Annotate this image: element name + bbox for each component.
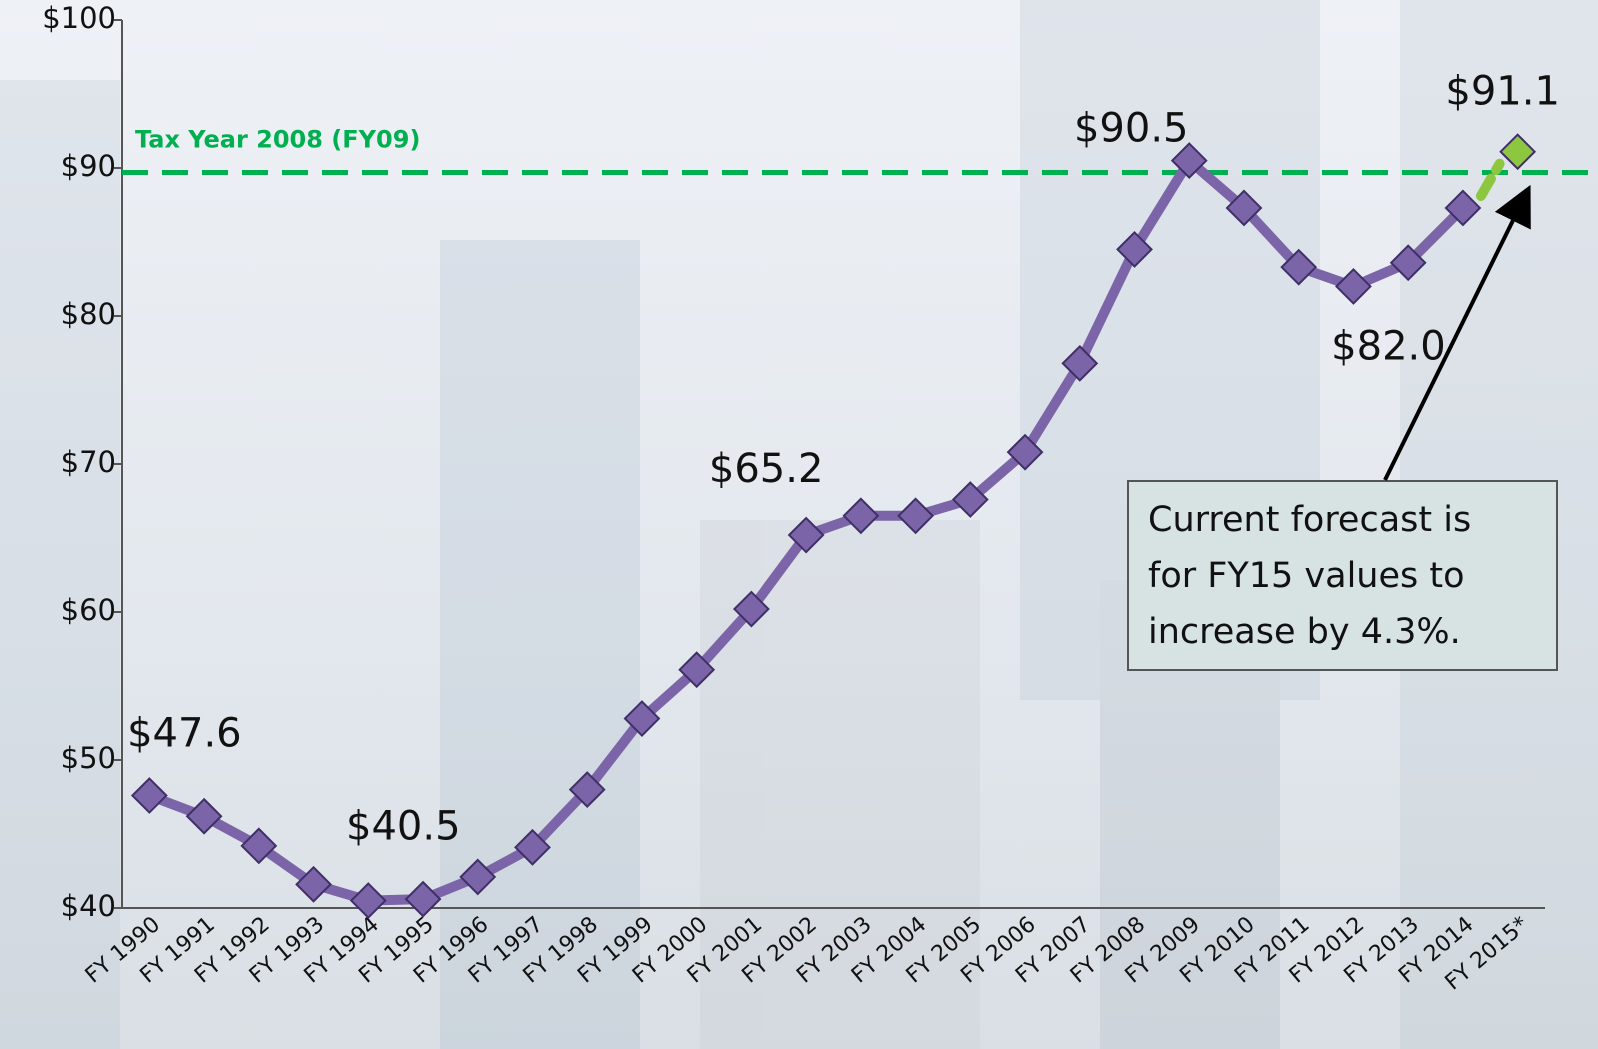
- data-label: $90.5: [1074, 106, 1189, 152]
- data-point: [623, 700, 661, 737]
- y-tick-label: $100: [42, 1, 116, 35]
- annotation-box: [1127, 480, 1558, 671]
- data-point: [787, 516, 825, 554]
- data-point: [897, 497, 935, 535]
- data-label: $65.2: [709, 446, 824, 492]
- annotation-arrow: [1383, 184, 1531, 481]
- data-point: [1225, 189, 1263, 227]
- data-point: [1444, 189, 1482, 227]
- data-point: [678, 651, 716, 689]
- data-label: $47.6: [127, 711, 242, 757]
- data-point: [240, 827, 278, 865]
- data-point: [842, 497, 880, 535]
- data-point: [404, 880, 442, 918]
- data-point: [1006, 433, 1044, 471]
- forecast-connector: [1475, 158, 1505, 201]
- annotation-text: for FY15 values to: [1148, 556, 1465, 596]
- data-point: [185, 797, 223, 835]
- data-point: [514, 828, 551, 866]
- data-point: [951, 481, 989, 518]
- data-point: [459, 858, 497, 896]
- data-label: $91.1: [1445, 69, 1560, 115]
- data-label: $40.5: [346, 804, 461, 850]
- data-point: [130, 777, 168, 814]
- annotation-text: Current forecast is: [1148, 500, 1471, 540]
- y-tick-label: $50: [61, 741, 116, 775]
- y-tick-label: $40: [61, 889, 116, 923]
- y-tick-label: $70: [61, 445, 116, 479]
- reference-label: Tax Year 2008 (FY09): [135, 125, 420, 153]
- annotation-text: increase by 4.3%.: [1148, 612, 1461, 652]
- data-point: [1061, 344, 1099, 382]
- data-point: [1280, 248, 1318, 286]
- data-point: [1170, 142, 1208, 180]
- data-point: [732, 590, 770, 628]
- data-point: [349, 882, 387, 920]
- data-point: [1499, 133, 1537, 171]
- y-tick-label: $60: [61, 593, 116, 627]
- y-tick-label: $90: [61, 149, 116, 183]
- data-point: [1335, 267, 1372, 305]
- data-label: $82.0: [1331, 323, 1446, 369]
- data-point: [568, 771, 606, 809]
- data-point: [1116, 230, 1153, 268]
- y-tick-label: $80: [61, 297, 116, 331]
- data-point: [1389, 244, 1427, 282]
- data-point: [295, 865, 332, 903]
